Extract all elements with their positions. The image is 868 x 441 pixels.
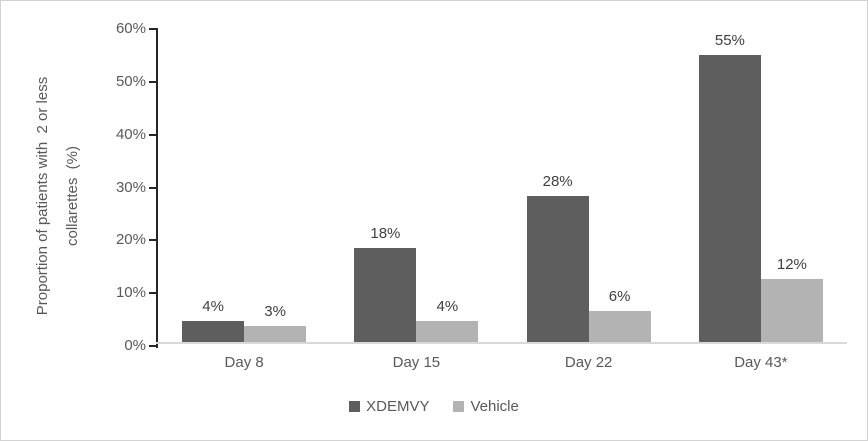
bar-value-label-vehicle-day-43: 12% [776,256,807,274]
bar-vehicle-day-8: 3% [244,303,307,342]
bar-value-label-xdemvy-day-8: 4% [202,298,224,316]
x-category-label-day-43: Day 43* [734,354,788,371]
y-tick-mark-10 [149,292,156,295]
x-axis-line [156,342,847,344]
legend-label-vehicle: Vehicle [470,398,519,415]
bar-value-label-xdemvy-day-22: 28% [542,172,573,190]
bar-value-label-vehicle-day-8: 3% [264,303,286,321]
plot-area: 4% 3% 18% 4% 28% 6% 55% 12% [158,29,847,342]
bar-cluster-day-22: 28% 6% [503,29,675,342]
bar-value-label-xdemvy-day-43: 55% [714,32,745,50]
y-axis-line [156,28,158,348]
y-tick-mark-40 [149,133,156,136]
y-tick-mark-20 [149,239,156,242]
bar-value-label-vehicle-day-22: 6% [608,287,631,305]
y-tick-label-0: 0% [124,337,146,354]
y-tick-label-20: 20% [115,231,146,249]
x-axis-labels: Day 8 Day 15 Day 22 Day 43* [158,354,847,371]
bar-cluster-day-43: 55% 12% [675,29,847,342]
bar-xdemvy-day-43: 55% [698,32,761,342]
bar-vehicle-day-43: 12% [760,256,823,342]
legend-label-xdemvy: XDEMVY [366,398,430,415]
x-category-label-day-22: Day 22 [564,354,613,371]
bar-xdemvy-day-15: 18% [354,225,417,342]
y-axis-title: Proportion of patients with 2 or less co… [28,26,90,366]
y-tick-mark-50 [149,80,156,83]
y-tick-label-50: 50% [115,72,146,90]
bar-value-label-xdemvy-day-15: 18% [370,225,401,243]
legend-swatch-xdemvy [349,401,361,412]
y-tick-mark-0 [149,345,156,347]
legend: XDEMVY Vehicle [1,398,867,415]
y-tick-label-30: 30% [115,178,146,196]
bar-cluster-day-8: 4% 3% [158,29,330,342]
x-category-label-day-8: Day 8 [224,354,264,371]
legend-item-vehicle: Vehicle [453,398,519,415]
bar-value-label-vehicle-day-15: 4% [436,298,459,316]
legend-swatch-vehicle [453,401,465,412]
x-category-label-day-15: Day 15 [392,354,441,371]
y-axis-title-line1: Proportion of patients with 2 or less [34,76,51,316]
y-tick-label-40: 40% [115,125,146,143]
y-tick-label-60: 60% [115,20,146,37]
y-tick-mark-60 [149,28,156,30]
bar-cluster-day-15: 18% 4% [330,29,502,342]
bar-vehicle-day-22: 6% [588,288,651,342]
y-tick-label-10: 10% [115,284,146,302]
bar-vehicle-day-15: 4% [416,298,479,342]
legend-item-xdemvy: XDEMVY [349,398,429,415]
bar-xdemvy-day-8: 4% [182,298,245,342]
y-axis-title-line2: collarettes (%) [64,145,81,247]
bar-xdemvy-day-22: 28% [526,173,589,342]
y-tick-mark-30 [149,186,156,189]
